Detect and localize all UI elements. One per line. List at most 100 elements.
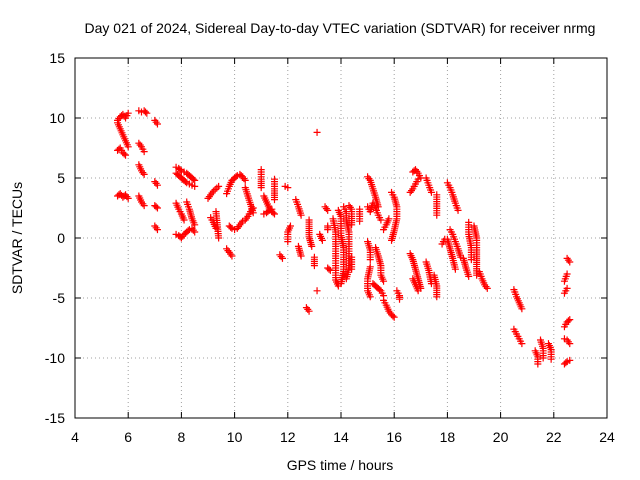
data-point — [140, 148, 148, 156]
data-point — [547, 355, 555, 363]
data-point — [414, 287, 422, 295]
data-point — [473, 271, 481, 279]
data-point — [297, 211, 305, 219]
data-point — [284, 184, 292, 192]
data-point — [433, 211, 441, 219]
data-point — [564, 256, 572, 264]
data-point — [325, 265, 333, 273]
data-point — [427, 188, 435, 196]
data-point — [483, 284, 491, 292]
data-point — [465, 272, 473, 280]
data-point — [313, 287, 321, 295]
data-point — [191, 221, 199, 229]
y-tick-label: 15 — [49, 50, 65, 66]
x-tick-label: 6 — [124, 429, 132, 445]
data-point — [396, 295, 404, 303]
data-point — [304, 305, 312, 313]
data-point — [153, 226, 161, 234]
data-point — [278, 254, 286, 262]
data-point — [310, 262, 318, 270]
data-point — [414, 175, 422, 183]
data-point — [153, 181, 161, 189]
data-point — [539, 354, 547, 362]
x-tick-label: 20 — [493, 429, 509, 445]
data-point — [366, 293, 374, 301]
data-point — [271, 210, 278, 218]
data-point — [140, 170, 148, 178]
data-point — [566, 356, 574, 364]
data-point — [534, 360, 542, 368]
data-point — [562, 359, 570, 367]
data-point — [143, 109, 151, 117]
data-point — [257, 184, 265, 192]
x-tick-label: 4 — [71, 429, 79, 445]
data-point — [433, 293, 441, 301]
data-point — [152, 179, 160, 187]
data-point — [388, 236, 396, 244]
data-point — [322, 205, 330, 213]
x-tick-label: 10 — [227, 429, 243, 445]
y-tick-label: -5 — [53, 290, 66, 306]
x-axis-label: GPS time / hours — [287, 457, 394, 473]
y-tick-label: -10 — [45, 350, 65, 366]
data-point — [277, 253, 285, 261]
data-point — [271, 196, 278, 204]
data-point — [454, 206, 462, 214]
data-point — [566, 340, 574, 348]
data-point — [305, 307, 313, 315]
data-point — [467, 256, 475, 264]
data-point — [313, 128, 321, 136]
data-point — [211, 186, 219, 194]
data-point — [451, 265, 459, 273]
data-point — [140, 202, 148, 210]
data-point — [215, 182, 223, 190]
data-points — [114, 107, 574, 368]
data-point — [122, 151, 130, 159]
data-point — [348, 265, 356, 273]
data-point — [241, 176, 249, 184]
axis-ticks: 4 6 8 10 12 14 16 18 20 22 24 -15 -10 -5 0 5 10 15 — [45, 50, 615, 445]
data-point — [308, 242, 316, 250]
data-point — [348, 221, 356, 229]
data-point — [124, 143, 132, 151]
y-tick-label: 10 — [49, 110, 65, 126]
x-tick-label: 14 — [333, 429, 349, 445]
data-point — [376, 286, 384, 294]
data-point — [180, 216, 188, 224]
data-point — [153, 204, 161, 212]
x-tick-label: 18 — [440, 429, 456, 445]
data-point — [269, 209, 277, 217]
data-point — [227, 223, 235, 231]
data-point — [563, 284, 571, 292]
data-point — [191, 228, 199, 236]
data-point — [377, 216, 385, 224]
y-tick-label: -15 — [45, 410, 65, 426]
y-tick-label: 0 — [57, 230, 65, 246]
data-point — [181, 178, 189, 186]
data-point — [152, 224, 160, 232]
data-point — [297, 252, 305, 260]
data-point — [228, 252, 236, 260]
data-point — [389, 312, 397, 320]
data-point — [191, 176, 199, 184]
data-point — [120, 150, 128, 158]
data-point — [141, 108, 149, 116]
chart-title: Day 021 of 2024, Sidereal Day-to-day VTE… — [85, 20, 596, 36]
data-point — [268, 205, 276, 213]
data-point — [284, 238, 292, 246]
x-tick-label: 12 — [280, 429, 296, 445]
x-tick-label: 16 — [386, 429, 402, 445]
data-point — [518, 305, 526, 313]
data-point — [342, 275, 350, 283]
data-point — [189, 175, 197, 183]
data-point — [564, 317, 572, 325]
data-point — [232, 173, 240, 181]
data-point — [366, 256, 374, 264]
data-point — [213, 184, 221, 192]
data-point — [385, 215, 393, 223]
data-point — [152, 118, 160, 126]
data-point — [346, 203, 354, 211]
data-point — [152, 203, 160, 211]
data-point — [518, 340, 526, 348]
